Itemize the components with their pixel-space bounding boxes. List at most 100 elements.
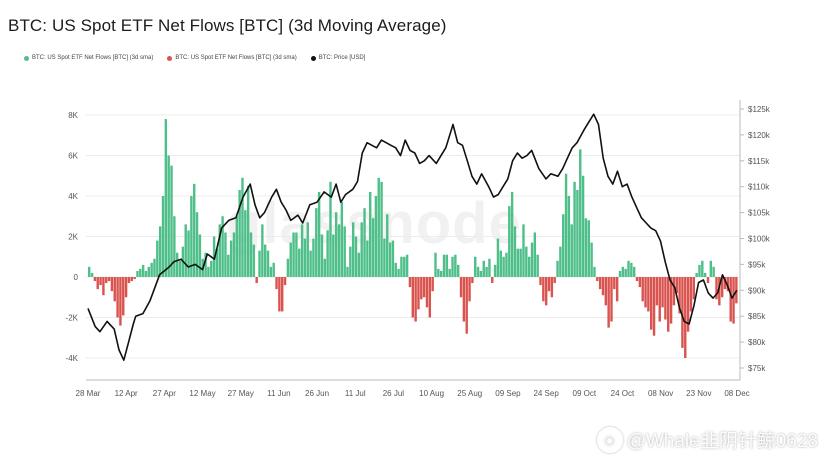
inflow-bar (298, 248, 301, 277)
legend-label-price: BTC: Price [USD] (318, 55, 366, 61)
inflow-bar (437, 268, 440, 277)
inflow-bar (292, 232, 295, 277)
inflow-bar (238, 189, 241, 277)
inflow-bar (391, 240, 395, 277)
outflow-bar (107, 277, 111, 282)
inflow-bar (485, 266, 488, 277)
inflow-bar (525, 246, 528, 277)
inflow-bar (403, 256, 406, 277)
inflow-bar (153, 258, 156, 277)
inflow-bar (488, 258, 491, 277)
inflow-bar (315, 208, 318, 277)
inflow-bar (536, 254, 539, 277)
legend-item-inflow[interactable]: BTC: US Spot ETF Net Flows [BTC] (3d sma… (24, 55, 153, 61)
outflow-bar (715, 277, 718, 300)
inflow-bar (371, 218, 375, 277)
inflow-bar (354, 236, 358, 277)
inflow-bar (695, 272, 698, 277)
inflow-bar (90, 272, 94, 277)
inflow-bar (579, 149, 582, 277)
inflow-bar (482, 260, 485, 277)
inflow-bar (502, 256, 505, 277)
outflow-bar (720, 277, 724, 298)
inflow-bar (573, 181, 576, 277)
inflow-bar (173, 216, 176, 277)
y-right-tick-label: $100k (748, 235, 771, 244)
inflow-bar (519, 248, 522, 277)
inflow-bar (323, 258, 327, 277)
outflow-bar (278, 277, 281, 312)
inflow-bar (621, 266, 625, 277)
outflow-bar (542, 277, 545, 302)
x-tick-label: 26 Jul (383, 389, 405, 398)
inflow-bar (363, 208, 366, 277)
x-tick-label: 26 Jun (305, 389, 329, 398)
x-tick-label: 08 Dec (724, 389, 749, 398)
inflow-bar (156, 240, 159, 277)
outflow-bar (655, 277, 659, 306)
outflow-bar (615, 277, 619, 302)
x-tick-label: 24 Sep (533, 389, 559, 398)
y-left-tick-label: 6K (68, 152, 78, 161)
inflow-bar (343, 226, 346, 277)
outflow-bar (607, 277, 610, 328)
chart-legend: BTC: US Spot ETF Net Flows [BTC] (3d sma… (24, 52, 365, 64)
outflow-bar (491, 277, 494, 284)
inflow-bar (235, 216, 239, 277)
inflow-bar (139, 268, 142, 277)
inflow-bar (227, 254, 230, 277)
y-right-tick-label: $115k (748, 157, 770, 166)
outflow-bar (692, 277, 695, 300)
inflow-bar (448, 268, 451, 277)
inflow-bar (337, 224, 341, 277)
inflow-bar (593, 266, 596, 277)
inflow-bar (377, 177, 380, 277)
inflow-bar (88, 266, 91, 277)
legend-dot-inflow (24, 55, 29, 61)
y-right-tick-label: $95k (748, 260, 766, 269)
inflow-bar (351, 222, 355, 277)
inflow-bar (400, 256, 403, 277)
inflow-bar (218, 224, 221, 277)
outflow-bar (255, 277, 258, 284)
inflow-bar (584, 218, 588, 277)
inflow-bar (357, 252, 361, 277)
inflow-bar (249, 232, 253, 277)
inflow-bar (246, 185, 250, 277)
inflow-bar (229, 240, 233, 277)
inflow-bar (394, 262, 397, 277)
outflow-bar (723, 277, 727, 290)
inflow-bar (349, 246, 352, 277)
inflow-bar (508, 206, 511, 277)
inflow-bar (624, 268, 627, 277)
weibo-logo-icon: ◉ (596, 426, 623, 453)
outflow-bar (275, 277, 278, 290)
inflow-bar (576, 189, 579, 277)
inflow-bar (383, 238, 386, 277)
inflow-bar (701, 260, 704, 277)
outflow-bar (119, 277, 122, 326)
legend-item-price[interactable]: BTC: Price [USD] (310, 55, 366, 61)
inflow-bar (513, 226, 517, 277)
legend-dot-outflow (167, 55, 173, 61)
outflow-bar (411, 277, 414, 318)
inflow-bar (618, 270, 622, 277)
legend-item-outflow[interactable]: BTC: US Spot ETF Net Flows [BTC] (3d sma… (167, 55, 297, 61)
outflow-bar (102, 277, 105, 296)
outflow-bar (96, 277, 99, 290)
inflow-bar (476, 266, 480, 277)
inflow-bar (527, 256, 531, 277)
outflow-bar (462, 277, 466, 322)
outflow-bar (729, 277, 732, 322)
inflow-bar (454, 254, 457, 277)
outflow-bar (684, 277, 687, 358)
inflow-bar (556, 260, 559, 277)
outflow-bar (110, 277, 114, 292)
outflow-bar (675, 277, 678, 294)
outflow-bar (678, 277, 681, 314)
inflow-bar (147, 266, 151, 277)
inflow-bar (434, 252, 437, 277)
x-tick-label: 27 Apr (153, 389, 176, 398)
x-tick-label: 28 Mar (76, 389, 101, 398)
